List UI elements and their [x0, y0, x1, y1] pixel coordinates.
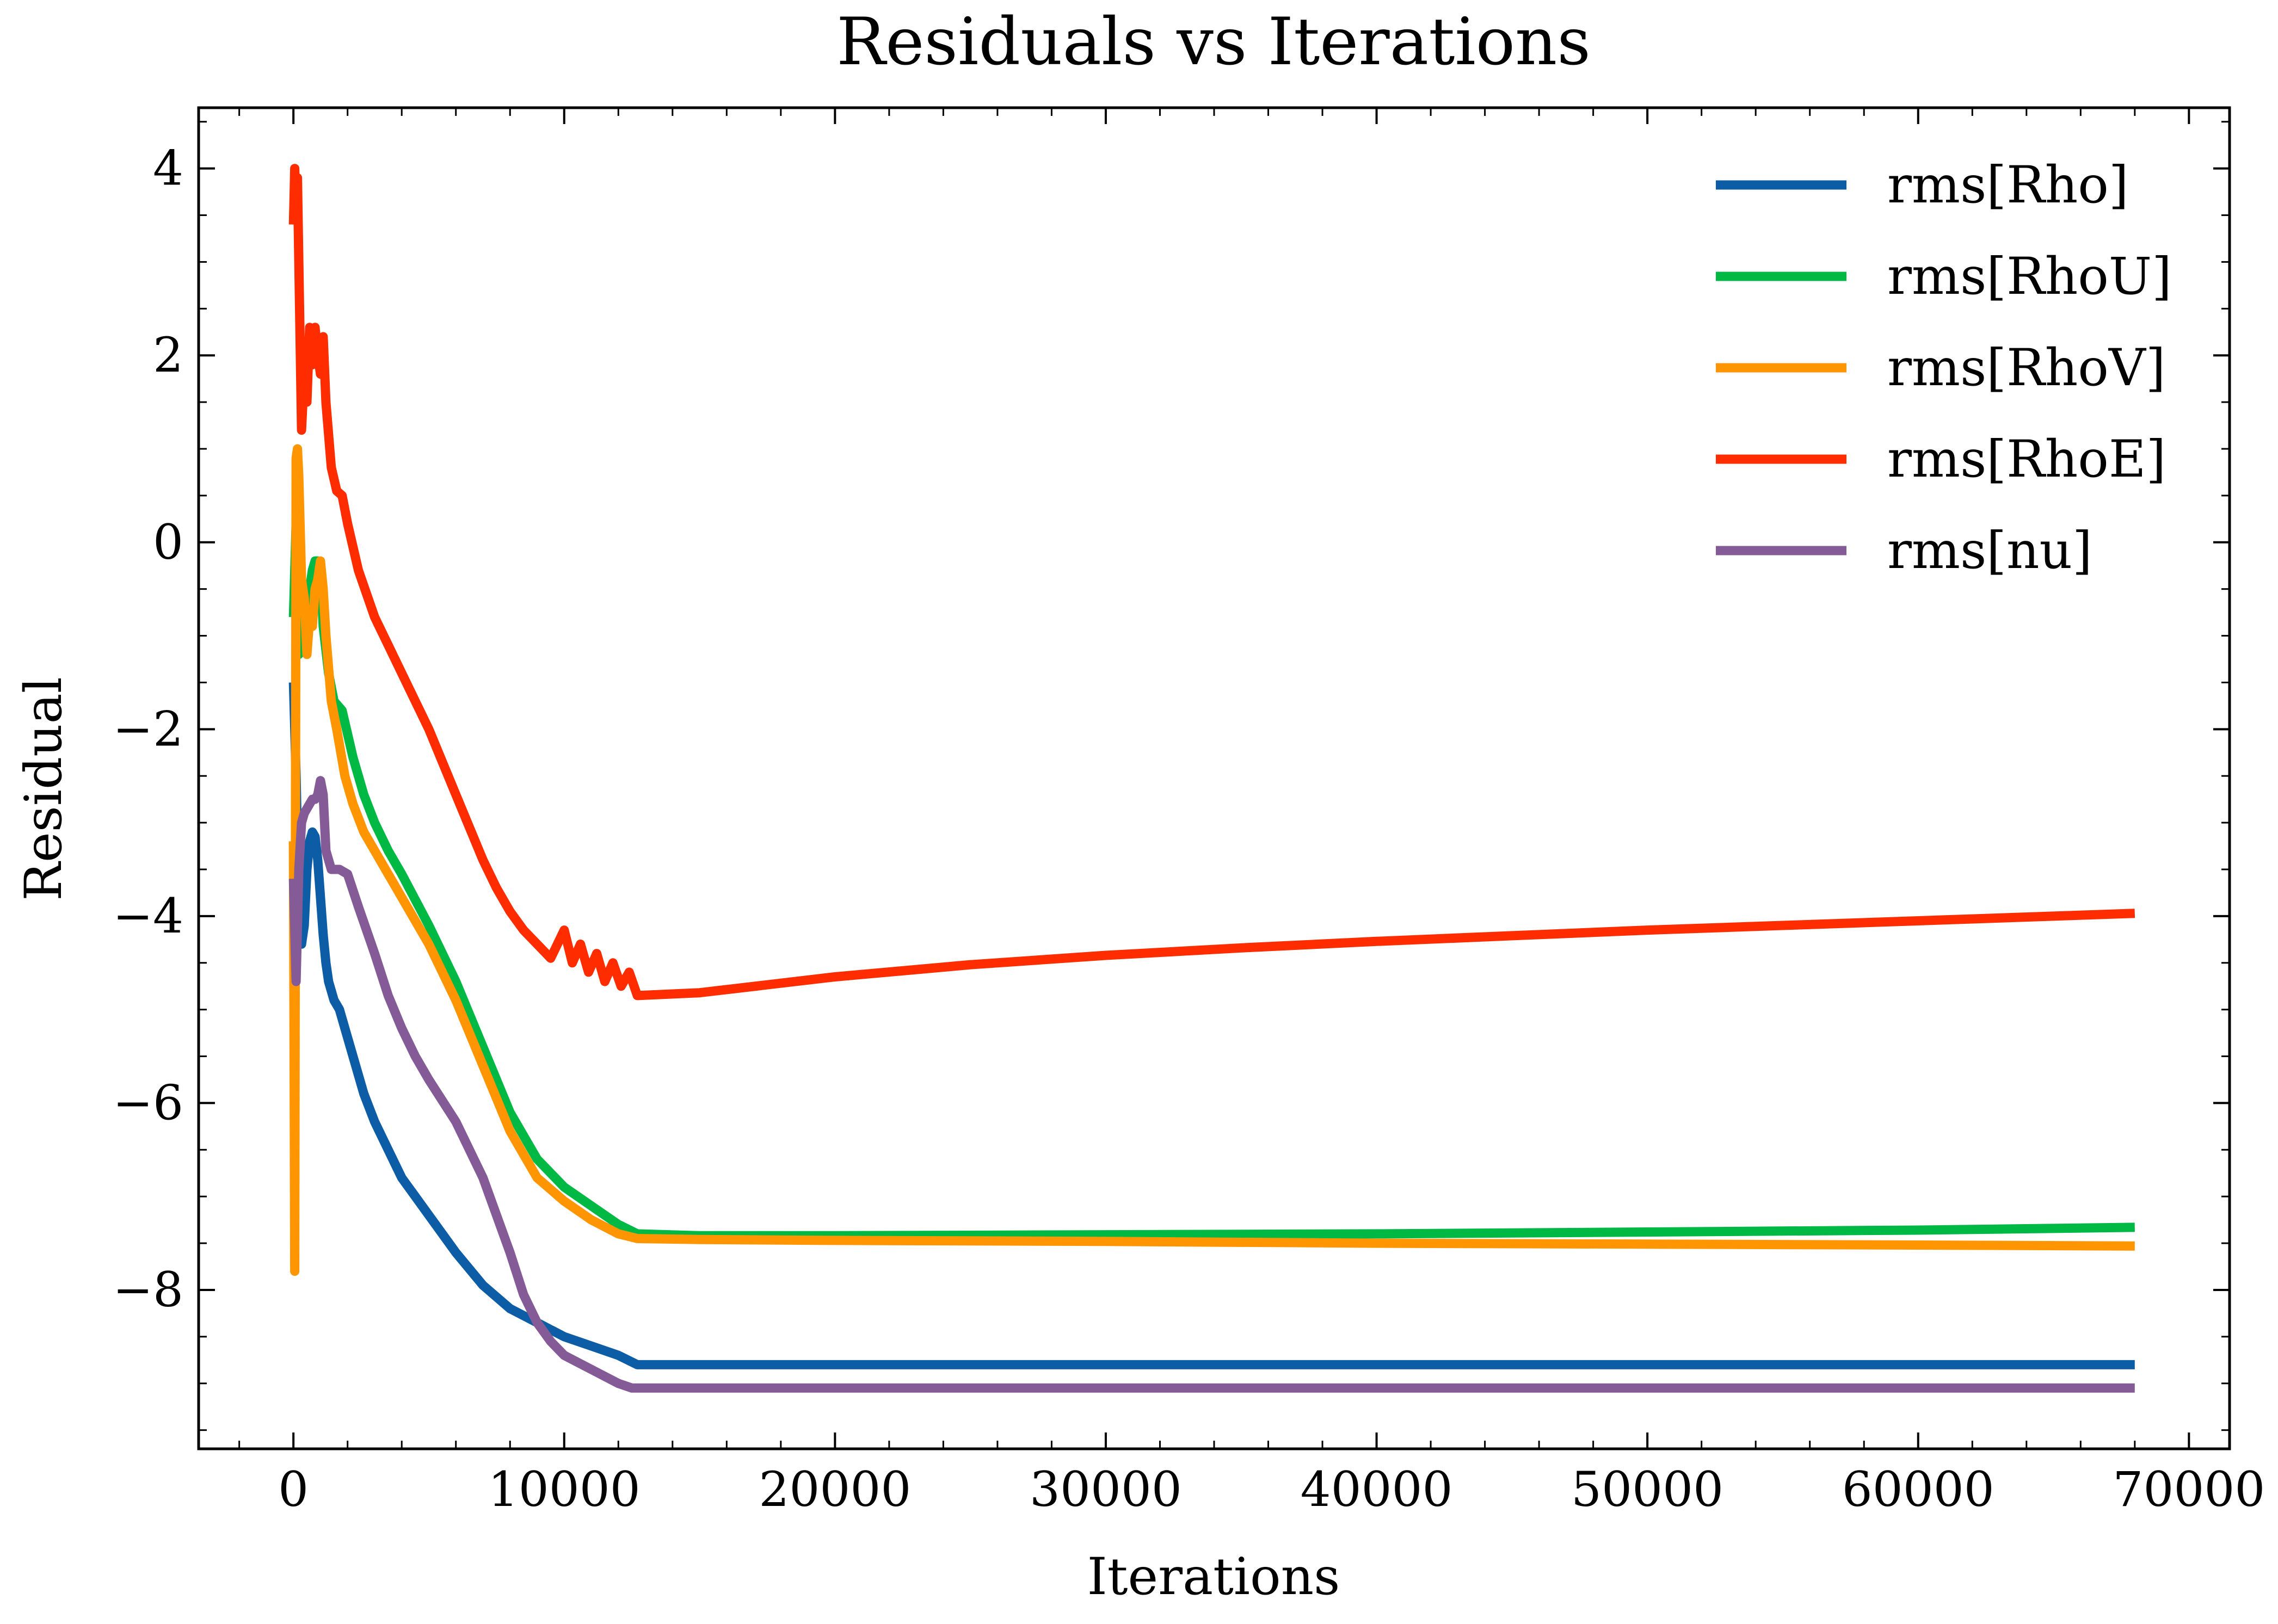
x-tick-label: 30000: [1030, 1461, 1182, 1517]
x-axis-ticks: 0 10000 20000 30000 40000 50000 60000 70000: [238, 108, 2265, 1517]
legend: rms[Rho] rms[RhoU] rms[RhoV] rms[RhoE] rms[n…: [1716, 156, 2172, 581]
legend-label-1: rms[RhoU]: [1887, 247, 2172, 306]
y-tick-label: −2: [113, 701, 183, 757]
legend-label-4: rms[nu]: [1887, 521, 2092, 581]
y-tick-label: 0: [153, 514, 183, 570]
series-layer: [288, 164, 2135, 1393]
series-line-4: [288, 776, 2135, 1393]
legend-label-2: rms[RhoV]: [1887, 338, 2165, 398]
x-tick-label: 10000: [488, 1461, 641, 1517]
x-tick-label: 60000: [1842, 1461, 1994, 1517]
chart-title: Residuals vs Iterations: [836, 4, 1591, 80]
legend-label-3: rms[RhoE]: [1887, 430, 2166, 489]
y-tick-label: −4: [113, 888, 183, 944]
x-tick-label: 0: [278, 1461, 309, 1517]
x-axis-label: Iterations: [1087, 1547, 1340, 1607]
series-line-2: [288, 444, 2135, 1276]
y-tick-label: −8: [113, 1262, 183, 1318]
series-line-0: [288, 682, 2135, 1369]
series-line-3: [288, 164, 2135, 1001]
series-line-1: [288, 518, 2135, 1240]
y-tick-label: 4: [153, 140, 183, 196]
x-tick-label: 50000: [1571, 1461, 1723, 1517]
y-tick-label: −6: [113, 1075, 183, 1131]
legend-label-0: rms[Rho]: [1887, 156, 2129, 215]
x-tick-label: 40000: [1301, 1461, 1453, 1517]
x-tick-label: 70000: [2113, 1461, 2265, 1517]
y-axis-label: Residual: [14, 677, 73, 901]
y-axis-ticks: 4 2 0 −2 −4 −6 −8: [113, 121, 2230, 1431]
y-tick-label: 2: [153, 327, 183, 383]
plot-frame: [197, 106, 2231, 1450]
x-tick-label: 20000: [759, 1461, 911, 1517]
